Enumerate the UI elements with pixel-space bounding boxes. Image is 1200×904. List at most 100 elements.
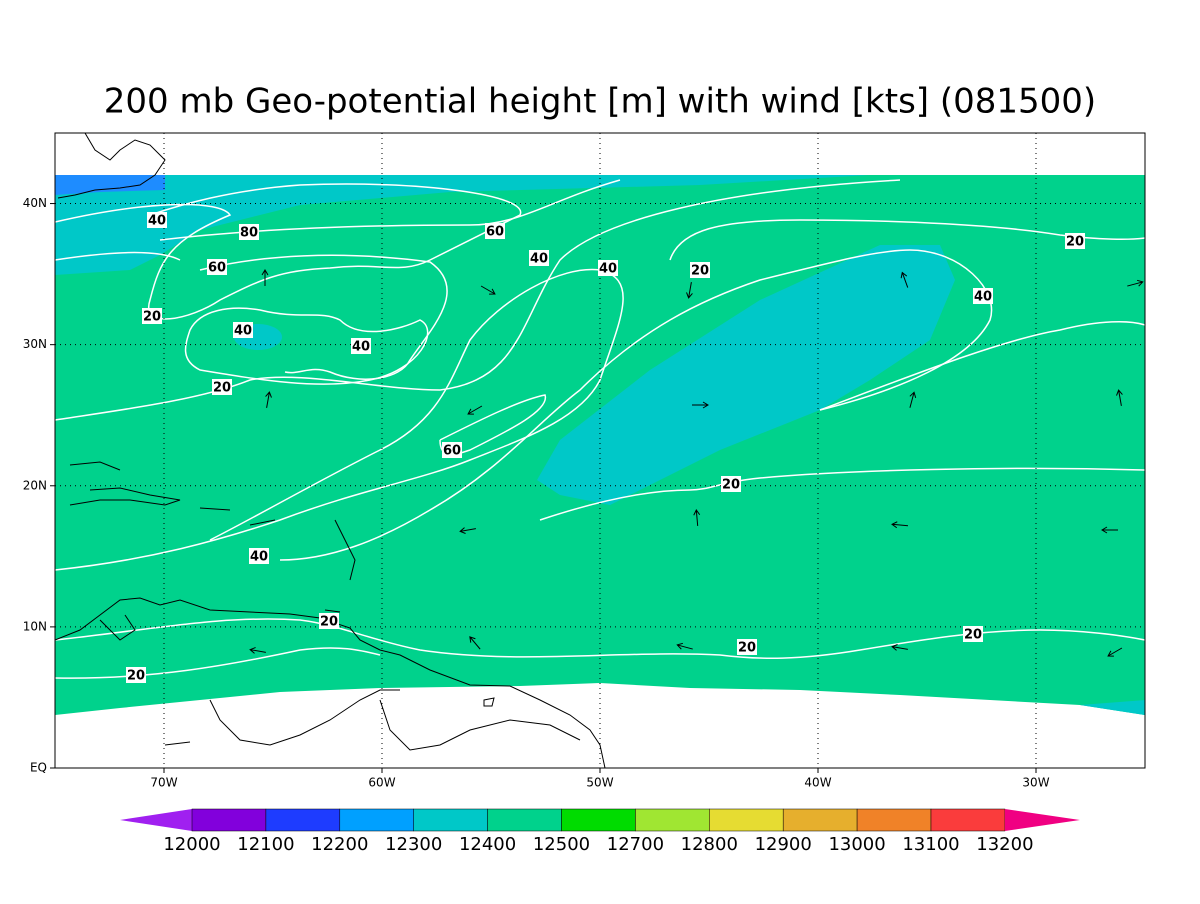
wind-arrow [686,282,693,299]
contour-label-box [319,613,339,629]
contour-label: 40 [352,340,370,355]
contour-label: 40 [234,324,252,339]
wind-arrow [676,642,693,650]
coastline [57,132,166,199]
coastline [99,614,581,751]
lon-label: 30W [1022,776,1049,790]
contour-label-box [690,262,710,278]
contour [54,183,522,320]
contour-label: 60 [443,444,461,459]
height-fill [537,245,955,505]
contour-label: 20 [738,641,756,656]
contour-label: 20 [722,478,740,493]
colorbar-segment [413,808,488,832]
contour [539,467,1146,521]
contour-label-box [598,260,618,276]
title: 200 mb Geo-potential height [m] with win… [104,82,1096,122]
colorbar-segment [930,808,1006,832]
contour-label: 40 [599,262,617,277]
colorbar-label: 12900 [755,834,812,855]
wind-arrow [693,509,701,527]
contour-label-box [212,379,232,395]
colorbar-label: 12300 [385,834,442,855]
colorbar-label: 13200 [976,834,1033,855]
lon-label: 40W [804,776,831,790]
height-fill [1080,700,1145,715]
colorbar-label: 12500 [533,834,590,855]
coastline [164,697,495,746]
contour-label-box [485,223,505,239]
colorbar-label: 12400 [459,834,516,855]
wind-arrow [692,401,709,409]
contour-label-box [233,322,253,338]
lon-label: 60W [368,776,395,790]
contour-label-box [442,442,462,458]
lat-label: 40N [23,196,47,210]
contour [279,249,993,561]
wind-arrow [249,647,266,654]
contour-label-box [239,224,259,240]
graticule [50,133,1145,773]
wind-arrow [1101,526,1118,534]
wind-arrow [469,636,481,650]
contour-label-box [207,259,227,275]
colorbar-label: 12100 [237,834,294,855]
contour-label: 60 [208,261,226,276]
contour-label: 60 [486,225,504,240]
map-frame [54,132,1146,769]
wind-vectors [249,269,1144,657]
wind-arrow [891,644,908,651]
contour-label-box [249,548,269,564]
contour [819,320,1146,411]
height-fill [55,175,165,195]
contour [669,219,1146,261]
wind-arrow [261,269,269,286]
contour-label-box [737,639,757,655]
contour-label: 40 [250,550,268,565]
wind-arrow [459,527,476,534]
colorbar: 12000 12100 12200 12300 12400 12500 12700 12800… [120,808,1080,855]
contour-label-box [147,212,167,228]
colorbar-label: 12700 [607,834,664,855]
contour-label-box [529,250,549,266]
contour [54,268,624,571]
wind-arrow [900,271,909,288]
lat-label: 30N [23,337,47,351]
contour-label: 20 [127,669,145,684]
contour [54,251,181,261]
contour [54,647,381,679]
colorbar-segment [487,808,562,832]
colorbar-segment [856,808,932,832]
contour-label: 40 [530,252,548,267]
colorbar-label: 13100 [902,834,959,855]
wind-arrow [1127,279,1144,287]
lat-label: 10N [23,619,47,633]
wind-arrow [909,391,917,408]
map-area: 40 80 60 40 40 20 20 40 60 20 40 40 20 60 20 40 20 20 20 20 [50,132,1146,773]
contour-label-box [126,667,146,683]
wind-arrow [1116,389,1123,406]
contour-label: 20 [320,615,338,630]
colorbar-extend [120,809,192,831]
colorbar-label: 12200 [311,834,368,855]
colorbar-segment [561,808,636,832]
colorbar-segment [782,808,858,832]
contour-labels: 40 80 60 40 40 20 20 40 60 20 40 40 20 60 20 40 20 20 20 20 [126,212,1085,684]
contour-label-box [1065,233,1085,249]
wind-arrow [1107,647,1123,657]
colorbar-label: 12800 [681,834,738,855]
contour-label: 80 [240,226,258,241]
lon-label: 50W [586,776,613,790]
contour [54,179,901,421]
contour-label: 40 [148,214,166,229]
wind-arrow [891,521,909,529]
contour-label: 40 [974,290,992,305]
coastline [69,461,356,613]
colorbar-label: 12000 [163,834,220,855]
lat-label: 20N [23,478,47,492]
contour-label: 20 [964,628,982,643]
coastlines [54,132,606,769]
coastline [54,597,606,769]
colorbar-segment [339,808,414,832]
